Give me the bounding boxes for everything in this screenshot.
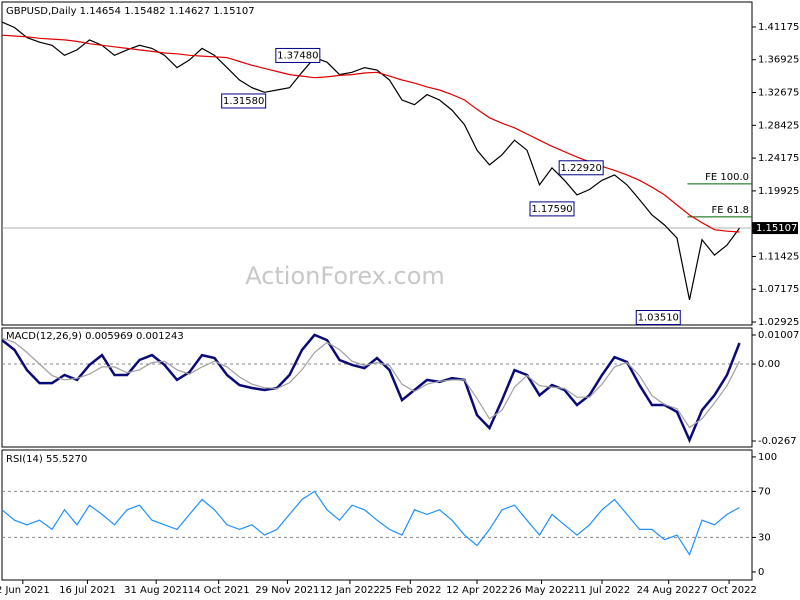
y-tick-label: 0.00	[758, 359, 780, 370]
annotation-box	[275, 47, 321, 63]
y-tick-label: 0	[758, 567, 764, 578]
y-tick-label: 1.11425	[758, 251, 799, 262]
x-tick-label: 2 Jun 2021	[0, 585, 50, 596]
fe-label: FE 100.0	[705, 172, 749, 183]
annotation-box	[635, 310, 681, 326]
x-tick-label: 16 Jul 2021	[59, 585, 116, 596]
x-tick-label: 12 Apr 2022	[446, 585, 508, 596]
series-line	[1, 490, 740, 557]
x-tick-label: 25 Feb 2022	[379, 585, 441, 596]
price-panel	[1, 1, 753, 326]
annotation-box	[558, 160, 604, 176]
y-tick-label: 1.24175	[758, 153, 799, 164]
y-tick-label: 1.36925	[758, 55, 799, 66]
y-tick-label: 1.19925	[758, 186, 799, 197]
series-line	[1, 333, 741, 444]
y-tick-label: 1.07175	[758, 284, 799, 295]
y-tick-label: 1.02925	[758, 317, 799, 328]
y-tick-label: 30	[758, 532, 771, 543]
rsi-panel	[1, 449, 753, 581]
x-tick-label: 26 May 2022	[509, 585, 574, 596]
y-tick-label: 1.41175	[758, 22, 799, 33]
x-tick-label: 24 Aug 2022	[637, 585, 701, 596]
last-price-label: 1.15107	[756, 223, 797, 234]
x-tick-label: 7 Oct 2022	[701, 585, 756, 596]
fe-label: FE 61.8	[711, 205, 749, 216]
series-line	[1, 337, 741, 429]
macd-title: MACD(12,26,9) 0.005969 0.001243	[6, 331, 184, 342]
y-tick-label: 70	[758, 486, 771, 497]
annotation-label: 1.31580	[223, 96, 264, 107]
annotation-label: 1.37480	[277, 50, 318, 61]
y-tick-label: 100	[758, 452, 777, 463]
last-price-box	[752, 222, 798, 235]
rsi-title: RSI(14) 55.5270	[6, 454, 87, 465]
watermark: ActionForex.com	[245, 262, 445, 290]
annotation-label: 1.22920	[560, 163, 601, 174]
annotation-label: 1.17590	[531, 204, 572, 215]
x-tick-label: 29 Nov 2021	[255, 585, 319, 596]
annotation-label: 1.03510	[638, 313, 679, 324]
x-tick-label: 31 Aug 2021	[124, 585, 188, 596]
series-line	[1, 34, 740, 233]
annotation-box	[529, 201, 575, 217]
annotation-box	[221, 93, 267, 109]
y-tick-label: 0.010071	[758, 330, 800, 341]
y-tick-label: -0.0267	[758, 436, 797, 447]
series-line	[1, 21, 740, 301]
macd-panel	[1, 327, 753, 448]
x-tick-label: 11 Jul 2022	[574, 585, 631, 596]
y-tick-label: 1.32675	[758, 88, 799, 99]
x-tick-label: 12 Jan 2022	[320, 585, 380, 596]
y-tick-label: 1.28425	[758, 120, 799, 131]
x-tick-label: 14 Oct 2021	[188, 585, 250, 596]
price-title: GBPUSD,Daily 1.14654 1.15482 1.14627 1.1…	[6, 6, 255, 17]
